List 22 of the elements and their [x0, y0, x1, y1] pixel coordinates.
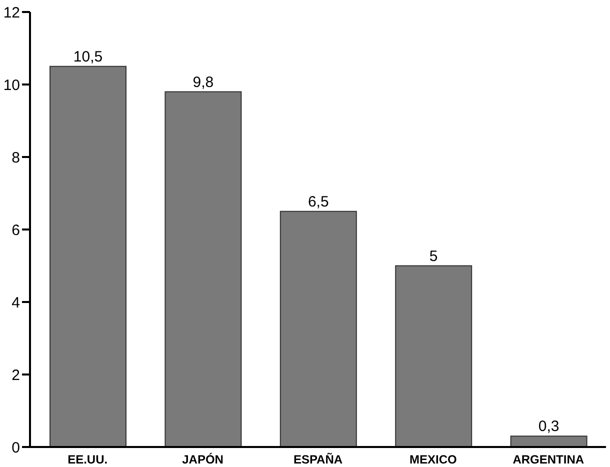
x-tick-label: EE.UU. [68, 452, 108, 467]
y-tick-label: 0 [12, 439, 20, 456]
bar [395, 265, 472, 447]
x-tick-label: MEXICO [410, 452, 457, 467]
y-tick-label: 8 [12, 149, 20, 166]
y-tick-label: 6 [12, 222, 20, 239]
data-label: 9,8 [192, 74, 214, 91]
y-tick-label: 10 [3, 76, 20, 94]
x-tick-label: ARGENTINA [512, 452, 584, 467]
bar [280, 210, 357, 447]
data-label: 0,3 [538, 418, 560, 436]
data-label: 10,5 [73, 48, 103, 66]
bar [164, 91, 242, 447]
x-tick-label: JAPÓN [182, 452, 224, 467]
data-label: 6,5 [308, 193, 329, 210]
x-tick-label: ESPAÑA [293, 452, 343, 467]
data-label: 5 [429, 248, 438, 265]
bar [510, 436, 588, 447]
y-tick-label: 4 [12, 294, 20, 312]
bar [50, 66, 126, 447]
y-tick-label: 2 [12, 366, 20, 384]
y-tick-label: 12 [3, 4, 20, 22]
